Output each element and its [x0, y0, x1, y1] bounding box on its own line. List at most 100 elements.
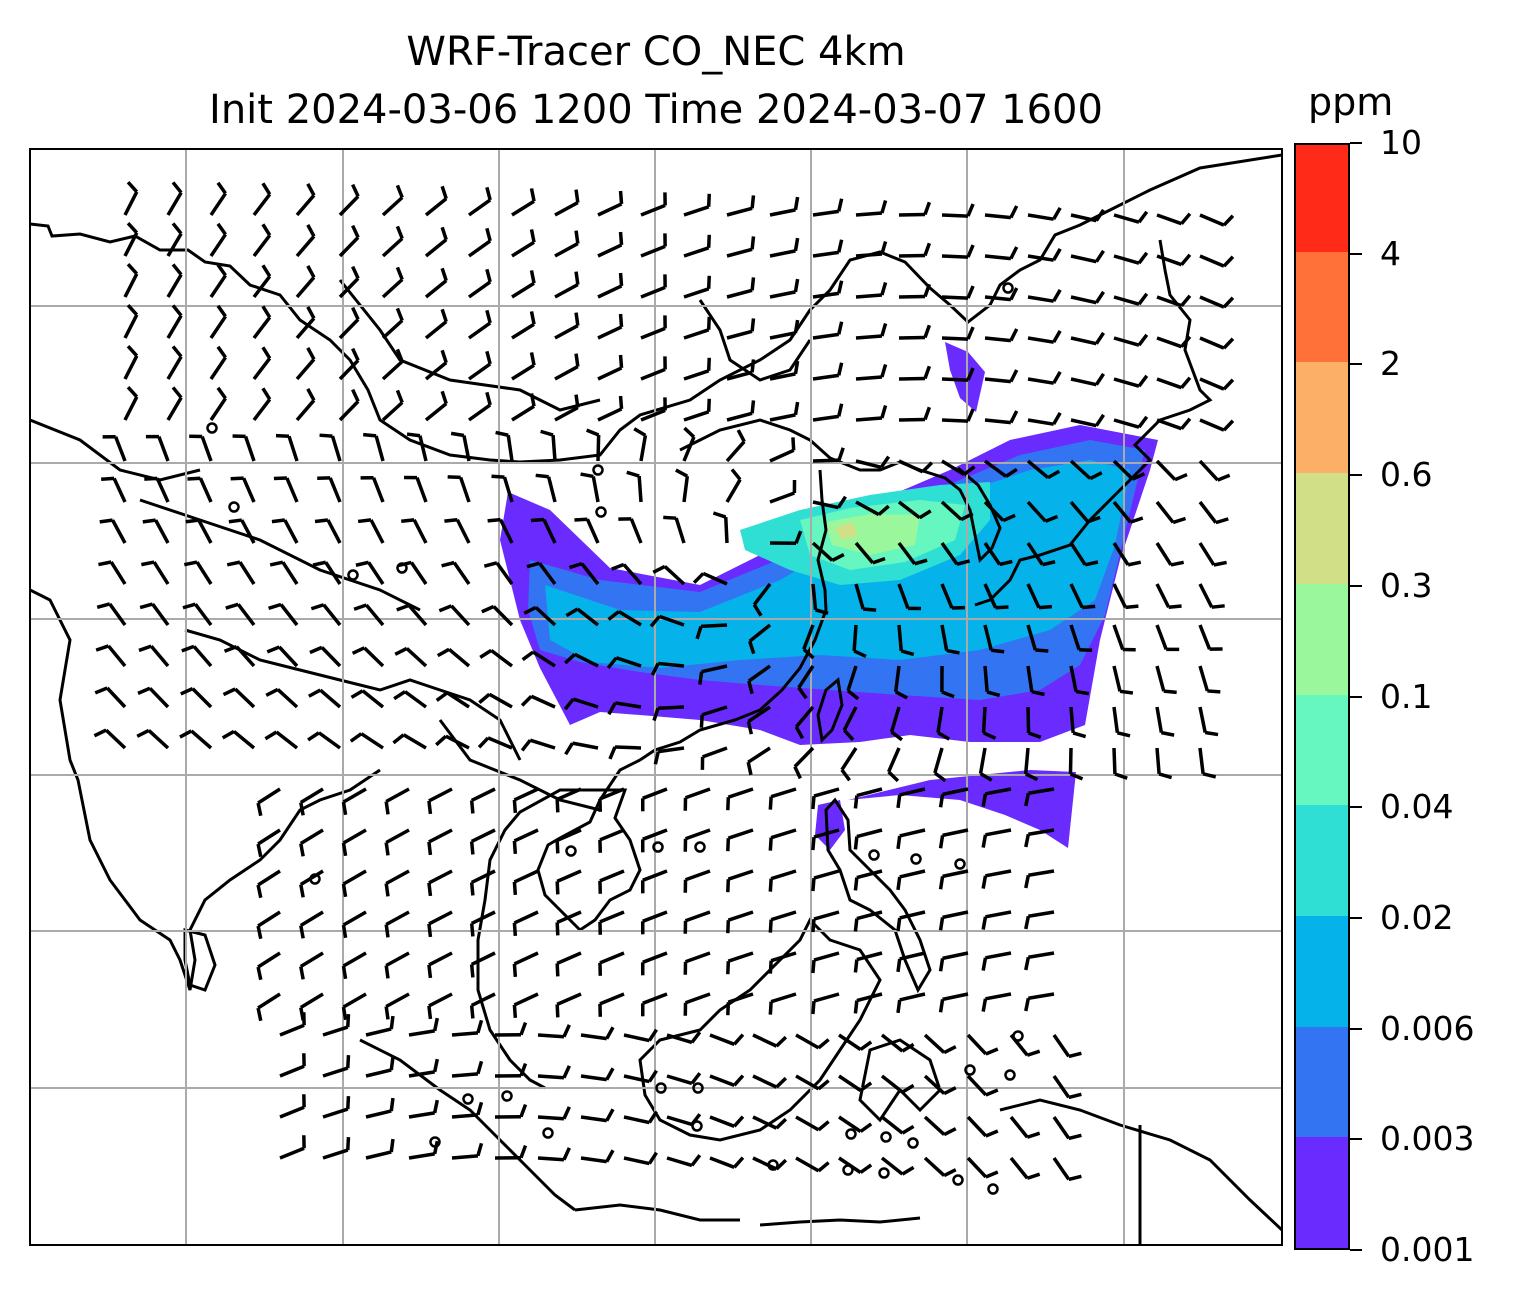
colorbar-segment: [1296, 1025, 1348, 1138]
wind-barb-flag: [319, 433, 333, 438]
wind-barb: [556, 828, 582, 843]
wind-barb: [374, 435, 385, 462]
wind-barb: [1155, 542, 1173, 566]
wind-barb-flag: [999, 559, 1013, 567]
wind-barb-flag: [626, 470, 640, 478]
wind-barb-flag: [1052, 371, 1062, 385]
wind-barb-flag: [1222, 255, 1235, 268]
wind-barb: [752, 1115, 778, 1130]
wind-barb-flag: [171, 263, 183, 276]
wind-barb-flag: [901, 1083, 915, 1094]
wind-barb: [511, 199, 535, 217]
wind-barb: [811, 583, 818, 611]
wind-barb-flag: [817, 1038, 830, 1050]
wind-barb-flag: [775, 1117, 788, 1130]
wind-barb: [490, 649, 514, 668]
wind-barb-flag: [435, 691, 449, 702]
wind-barb-flag: [663, 515, 677, 520]
wind-barb: [151, 603, 170, 627]
wind-barb: [360, 732, 384, 750]
wind-barb-flag: [519, 1144, 528, 1159]
wind-barb-flag: [981, 998, 988, 1012]
wind-barb-flag: [351, 265, 360, 280]
wind-barb-flag: [485, 391, 492, 406]
wind-barb: [451, 1031, 479, 1037]
wind-barb-flag: [562, 1147, 571, 1161]
wind-barb-flag: [1137, 292, 1149, 306]
wind-barb-flag: [346, 1014, 351, 1028]
wind-barb-flag: [512, 840, 518, 855]
wind-barb-flag: [574, 353, 580, 367]
wind-barb-flag: [529, 229, 536, 243]
wind-barb-flag: [605, 1067, 615, 1081]
wind-barb-flag: [1213, 560, 1227, 567]
wind-barb-flag: [306, 347, 316, 361]
colorbar-tick: [1350, 695, 1362, 698]
wind-barb: [209, 397, 227, 421]
wind-barb-flag: [943, 1086, 957, 1096]
colorbar-tick-label: 0.3: [1380, 565, 1433, 605]
wind-barb-flag: [768, 919, 773, 933]
wind-barb-flag: [562, 1106, 571, 1120]
wind-barb: [899, 910, 926, 920]
wind-barb: [381, 196, 404, 217]
wind-barb: [488, 692, 513, 709]
wind-barb: [192, 645, 213, 668]
wind-barb-flag: [526, 561, 540, 569]
wind-barb-flag: [126, 222, 139, 235]
wind-barb: [105, 686, 127, 709]
wind-barb-flag: [519, 1021, 528, 1036]
wind-barb-flag: [817, 1120, 830, 1132]
wind-barb: [428, 951, 453, 967]
wind-barb-flag: [389, 1056, 395, 1071]
wind-barb-flag: [750, 277, 756, 291]
wind-barb: [295, 317, 316, 340]
wind-barb: [1052, 1157, 1071, 1181]
wind-barb-flag: [1024, 772, 1039, 782]
wind-barb-flag: [1127, 560, 1142, 567]
wind-barb-flag: [483, 561, 498, 568]
wind-barb: [428, 787, 453, 803]
wind-barb: [408, 1029, 435, 1037]
colorbar-tick-label: 0.001: [1380, 1230, 1475, 1269]
wind-barb-flag: [512, 963, 518, 978]
wind-barb-flag: [853, 836, 859, 850]
wind-barb: [640, 326, 666, 340]
wind-barb-flag: [1161, 730, 1175, 737]
wind-barb: [279, 1146, 305, 1160]
wind-barb-flag: [171, 345, 183, 358]
wind-barb: [726, 206, 753, 217]
wind-barb: [899, 869, 926, 879]
wind-barb-flag: [1072, 731, 1087, 739]
wind-barb-flag: [698, 671, 704, 685]
border-inland-3: [30, 418, 201, 482]
wind-barb: [880, 1033, 904, 1053]
wind-barb-flag: [563, 697, 575, 711]
wind-barb: [812, 373, 839, 381]
wind-barb: [639, 435, 648, 462]
wind-barb-flag: [350, 689, 364, 699]
wind-barb-flag: [695, 625, 703, 640]
calm-wind-circle: [767, 1159, 779, 1171]
wind-barb-flag: [1024, 833, 1031, 848]
wind-barb-flag: [859, 1081, 873, 1092]
wind-barb-flag: [353, 603, 367, 611]
wind-barb-flag: [94, 686, 108, 695]
wind-barb: [381, 319, 404, 340]
wind-barb-flag: [355, 560, 369, 567]
coastline-china-east: [639, 469, 828, 762]
colorbar-tick: [1350, 916, 1362, 919]
wind-barb: [385, 828, 410, 845]
wind-barb: [385, 869, 410, 886]
wind-barb: [554, 365, 579, 381]
wind-barb: [966, 1115, 988, 1138]
wind-barb: [195, 561, 213, 585]
wind-barb: [111, 519, 127, 544]
wind-barb: [856, 992, 883, 1003]
wind-barb: [234, 687, 256, 709]
wind-barb: [855, 416, 883, 422]
wind-barb: [726, 247, 753, 258]
wind-barb: [770, 869, 797, 881]
wind-barb: [299, 787, 324, 805]
wind-barb: [1026, 706, 1031, 734]
